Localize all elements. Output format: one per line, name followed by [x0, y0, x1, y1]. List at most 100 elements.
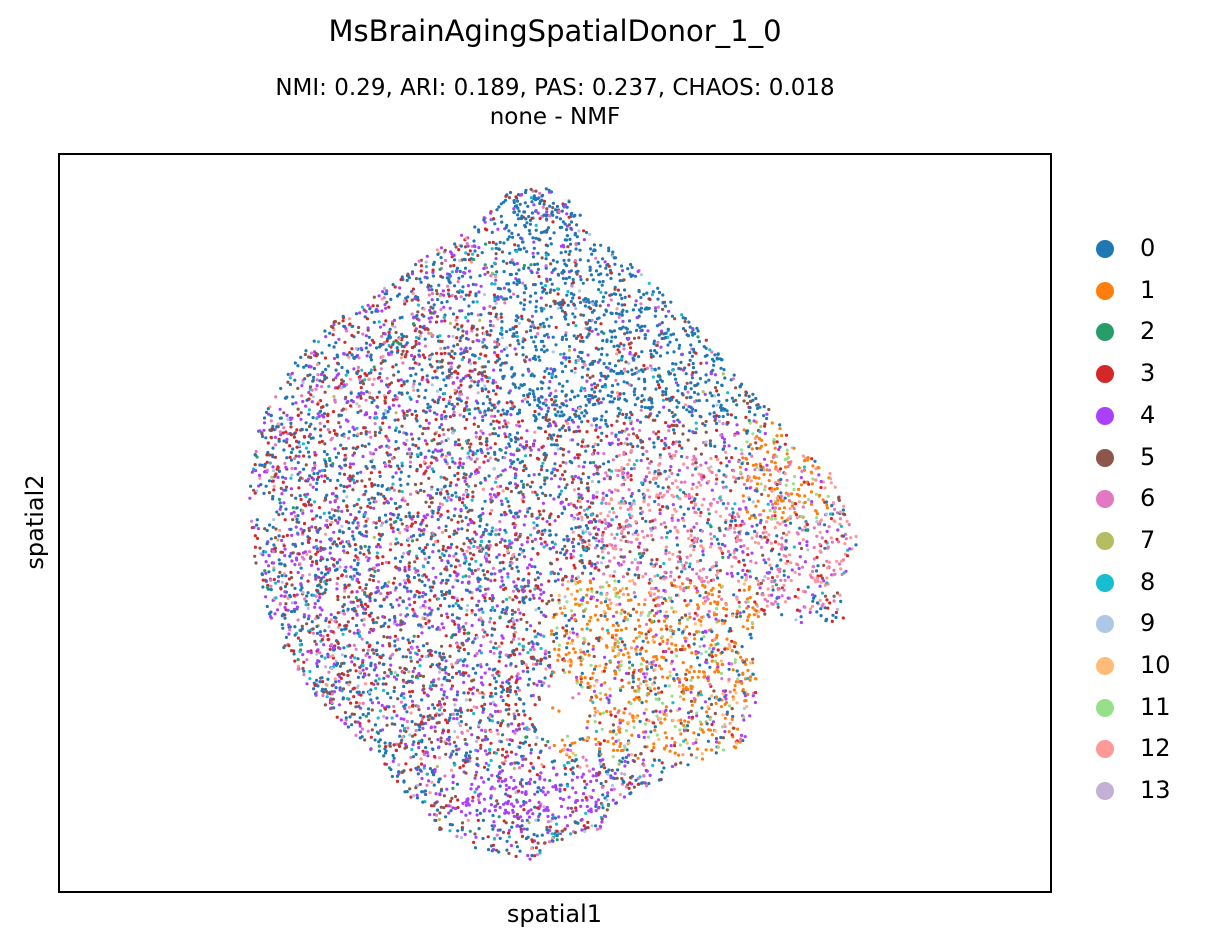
scatter-point [622, 711, 626, 715]
scatter-point [624, 360, 628, 364]
scatter-point [727, 667, 731, 671]
scatter-point [617, 430, 622, 434]
scatter-point [381, 682, 385, 686]
scatter-point [303, 377, 307, 381]
scatter-point [500, 336, 504, 340]
scatter-point [540, 737, 545, 741]
scatter-point [595, 827, 600, 831]
scatter-point [424, 792, 428, 797]
scatter-point [782, 583, 786, 588]
scatter-point [357, 690, 361, 694]
scatter-point [605, 580, 609, 585]
scatter-point [475, 457, 479, 461]
scatter-point [535, 570, 540, 575]
scatter-point [464, 722, 468, 727]
scatter-point [571, 407, 575, 412]
scatter-point [342, 489, 346, 493]
scatter-point [583, 460, 587, 464]
scatter-point [475, 688, 480, 692]
scatter-point [440, 590, 444, 594]
scatter-point [632, 432, 636, 436]
scatter-point [613, 676, 617, 681]
scatter-point [425, 374, 429, 378]
scatter-point [409, 768, 413, 772]
scatter-point [356, 365, 360, 369]
scatter-point [301, 442, 305, 446]
scatter-point [469, 275, 473, 279]
scatter-point [714, 573, 719, 577]
scatter-point [556, 447, 560, 451]
scatter-point [278, 407, 282, 411]
scatter-point [334, 455, 338, 459]
scatter-point [424, 621, 428, 626]
scatter-point [597, 754, 601, 758]
scatter-point [384, 520, 388, 524]
scatter-point [603, 527, 608, 531]
scatter-point [564, 337, 569, 341]
scatter-point [626, 593, 630, 597]
scatter-point [559, 447, 563, 451]
scatter-point [332, 394, 336, 399]
scatter-point [687, 746, 691, 751]
scatter-point [551, 706, 555, 710]
scatter-point [595, 590, 599, 594]
scatter-point [489, 211, 493, 215]
scatter-point [628, 792, 632, 796]
scatter-point [662, 747, 667, 751]
scatter-point [585, 278, 589, 282]
scatter-point [469, 708, 473, 713]
scatter-point [534, 305, 538, 309]
scatter-point [419, 451, 423, 455]
scatter-point [634, 636, 639, 640]
scatter-point [489, 446, 493, 450]
scatter-point [796, 587, 800, 592]
scatter-point [681, 405, 686, 409]
scatter-point [619, 441, 623, 445]
scatter-point [607, 584, 611, 588]
scatter-point [473, 568, 477, 573]
scatter-point [716, 576, 720, 580]
scatter-point [261, 585, 265, 589]
scatter-point [602, 669, 606, 673]
chart-subtitle: NMI: 0.29, ARI: 0.189, PAS: 0.237, CHAOS… [0, 74, 1110, 132]
scatter-point [328, 647, 332, 651]
scatter-point [424, 265, 428, 269]
scatter-point [751, 500, 755, 504]
scatter-point [505, 738, 509, 742]
scatter-point [600, 283, 604, 287]
scatter-point [803, 525, 807, 529]
scatter-point [722, 440, 727, 444]
scatter-point [448, 321, 452, 325]
scatter-point [667, 429, 671, 433]
scatter-point [573, 348, 577, 352]
scatter-point [325, 403, 329, 407]
scatter-point [766, 515, 770, 520]
scatter-point [623, 615, 627, 620]
scatter-point [422, 489, 426, 493]
scatter-point [329, 642, 334, 647]
scatter-point [727, 677, 731, 681]
scatter-point [274, 581, 278, 585]
scatter-point [455, 782, 459, 786]
scatter-point [690, 675, 695, 680]
scatter-point [461, 329, 465, 333]
scatter-point [615, 603, 619, 607]
scatter-point [362, 552, 366, 556]
scatter-point [593, 442, 597, 446]
scatter-point [298, 643, 302, 647]
scatter-point [277, 513, 281, 517]
scatter-point [740, 733, 744, 738]
scatter-point [582, 238, 587, 242]
scatter-point [358, 716, 362, 720]
scatter-point [354, 312, 359, 316]
scatter-point [592, 448, 597, 453]
scatter-point [724, 614, 728, 618]
scatter-point [754, 576, 758, 581]
scatter-point [423, 733, 427, 738]
scatter-point [427, 301, 431, 305]
scatter-point [450, 796, 454, 801]
scatter-point [386, 453, 390, 457]
scatter-point [742, 558, 746, 562]
scatter-point [603, 260, 607, 264]
scatter-point [479, 746, 483, 750]
